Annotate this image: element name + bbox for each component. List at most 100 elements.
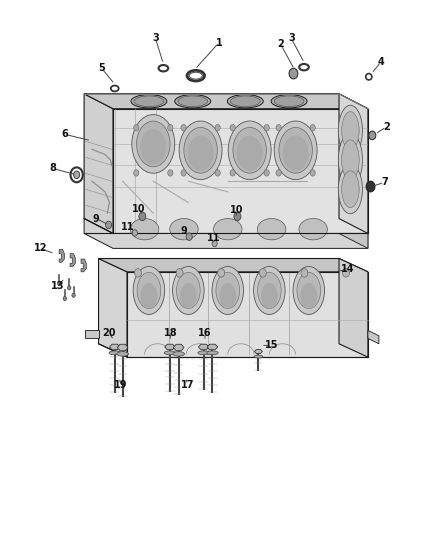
Polygon shape xyxy=(339,259,368,357)
Circle shape xyxy=(369,131,376,140)
Ellipse shape xyxy=(141,283,157,309)
Circle shape xyxy=(218,269,225,277)
Circle shape xyxy=(181,169,186,176)
Text: 10: 10 xyxy=(230,205,243,215)
Text: 16: 16 xyxy=(198,328,212,337)
Text: 1: 1 xyxy=(215,38,223,47)
Polygon shape xyxy=(198,344,209,350)
Circle shape xyxy=(264,169,269,176)
Ellipse shape xyxy=(131,219,159,240)
Circle shape xyxy=(259,269,266,277)
Ellipse shape xyxy=(300,283,317,309)
Ellipse shape xyxy=(137,121,170,167)
Polygon shape xyxy=(99,259,368,272)
Circle shape xyxy=(181,125,186,131)
Ellipse shape xyxy=(230,96,260,107)
Polygon shape xyxy=(339,94,368,233)
Ellipse shape xyxy=(261,283,278,309)
Polygon shape xyxy=(85,330,99,338)
Ellipse shape xyxy=(198,351,209,355)
Ellipse shape xyxy=(134,96,164,107)
Ellipse shape xyxy=(293,266,325,314)
Ellipse shape xyxy=(338,165,363,214)
Ellipse shape xyxy=(137,272,161,309)
Polygon shape xyxy=(84,219,368,248)
Text: 10: 10 xyxy=(132,204,145,214)
Text: 17: 17 xyxy=(181,380,194,390)
Ellipse shape xyxy=(216,272,240,309)
Ellipse shape xyxy=(254,266,285,314)
Text: 9: 9 xyxy=(93,214,100,223)
Circle shape xyxy=(230,125,235,131)
Circle shape xyxy=(134,269,141,277)
Polygon shape xyxy=(368,330,379,344)
Text: 11: 11 xyxy=(121,222,134,232)
Circle shape xyxy=(134,125,139,131)
Circle shape xyxy=(301,269,308,277)
Ellipse shape xyxy=(338,106,363,156)
Polygon shape xyxy=(81,259,86,272)
Circle shape xyxy=(74,171,80,179)
Ellipse shape xyxy=(274,121,317,180)
Ellipse shape xyxy=(141,130,166,164)
Ellipse shape xyxy=(342,111,359,150)
Text: 15: 15 xyxy=(265,341,278,350)
Text: 12: 12 xyxy=(34,244,47,253)
Text: 3: 3 xyxy=(288,34,295,43)
Ellipse shape xyxy=(170,219,198,240)
Circle shape xyxy=(230,169,235,176)
Ellipse shape xyxy=(258,272,281,309)
Ellipse shape xyxy=(214,219,242,240)
Circle shape xyxy=(310,125,315,131)
Ellipse shape xyxy=(177,272,200,309)
Circle shape xyxy=(276,169,281,176)
Text: 4: 4 xyxy=(378,57,385,67)
Ellipse shape xyxy=(338,133,363,187)
Ellipse shape xyxy=(271,94,307,108)
Ellipse shape xyxy=(233,127,266,173)
Ellipse shape xyxy=(173,352,184,356)
Ellipse shape xyxy=(254,355,263,358)
Circle shape xyxy=(343,269,350,277)
Ellipse shape xyxy=(228,121,271,180)
Ellipse shape xyxy=(109,351,120,355)
Ellipse shape xyxy=(179,121,222,180)
Ellipse shape xyxy=(212,266,244,314)
Ellipse shape xyxy=(117,352,128,356)
Text: 2: 2 xyxy=(383,122,390,132)
Polygon shape xyxy=(113,109,368,233)
Ellipse shape xyxy=(297,272,321,309)
Circle shape xyxy=(106,221,112,229)
Ellipse shape xyxy=(207,351,218,355)
Circle shape xyxy=(168,125,173,131)
Circle shape xyxy=(57,281,61,286)
Ellipse shape xyxy=(184,127,217,173)
Circle shape xyxy=(215,169,220,176)
Circle shape xyxy=(132,230,138,236)
Circle shape xyxy=(289,68,298,79)
Polygon shape xyxy=(84,94,368,109)
Ellipse shape xyxy=(180,283,197,309)
Polygon shape xyxy=(207,344,218,350)
Ellipse shape xyxy=(188,136,213,171)
Polygon shape xyxy=(70,254,75,266)
Ellipse shape xyxy=(237,136,262,171)
Polygon shape xyxy=(339,233,368,248)
Text: 9: 9 xyxy=(180,227,187,236)
Polygon shape xyxy=(84,94,113,233)
Ellipse shape xyxy=(219,283,236,309)
Text: 6: 6 xyxy=(61,130,68,139)
Ellipse shape xyxy=(132,115,175,173)
Text: 11: 11 xyxy=(207,233,220,243)
Ellipse shape xyxy=(173,266,204,314)
Ellipse shape xyxy=(178,96,208,107)
Ellipse shape xyxy=(299,219,327,240)
Circle shape xyxy=(310,169,315,176)
Polygon shape xyxy=(254,350,262,353)
Polygon shape xyxy=(117,344,128,351)
Circle shape xyxy=(186,233,192,240)
Circle shape xyxy=(215,125,220,131)
Polygon shape xyxy=(173,344,184,351)
Circle shape xyxy=(67,286,71,290)
Ellipse shape xyxy=(131,94,167,108)
